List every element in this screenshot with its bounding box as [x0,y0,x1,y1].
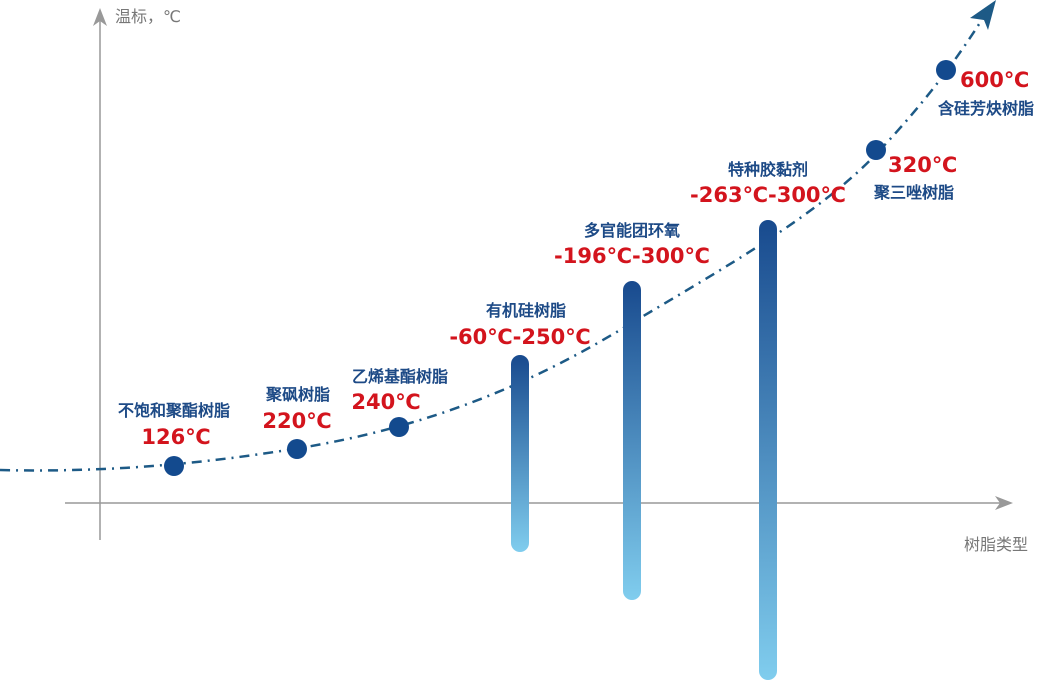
range-temp: -263℃-300℃ [690,183,846,207]
point-name: 含硅芳炔树脂 [938,99,1034,118]
range-name: 多官能团环氧 [584,221,680,240]
point-temp: 126℃ [141,425,210,449]
range-name: 特种胶黏剂 [728,160,808,179]
point [164,456,184,476]
items: 不饱和聚酯树脂 126℃ 聚砜树脂 220℃ 乙烯基酯树脂 240℃ 聚三唑树脂 320℃ 含硅… [118,60,1034,680]
point [287,439,307,459]
point [866,140,886,160]
point-name: 乙烯基酯树脂 [352,367,448,386]
range-temp: -60℃-250℃ [449,325,590,349]
point-name: 聚三唑树脂 [873,183,954,202]
point-name: 不饱和聚酯树脂 [118,401,230,420]
point-temp: 220℃ [262,409,331,433]
range-bar [759,220,777,680]
point-name: 聚砜树脂 [265,385,330,404]
x-axis-label: 树脂类型 [964,535,1028,554]
range-temp: -196℃-300℃ [554,244,710,268]
x-axis-arrow [995,496,1013,510]
trend-curve [0,17,985,472]
y-axis-label: 温标，℃ [115,7,181,26]
point [389,417,409,437]
trend-arrow [970,0,996,30]
range-bar [511,355,529,552]
range-name: 有机硅树脂 [486,301,566,320]
point-temp: 240℃ [351,390,420,414]
point-temp: 600℃ [960,68,1029,92]
point-temp: 320℃ [888,153,957,177]
point [936,60,956,80]
range-bar [623,281,641,600]
y-axis-arrow [93,8,107,26]
